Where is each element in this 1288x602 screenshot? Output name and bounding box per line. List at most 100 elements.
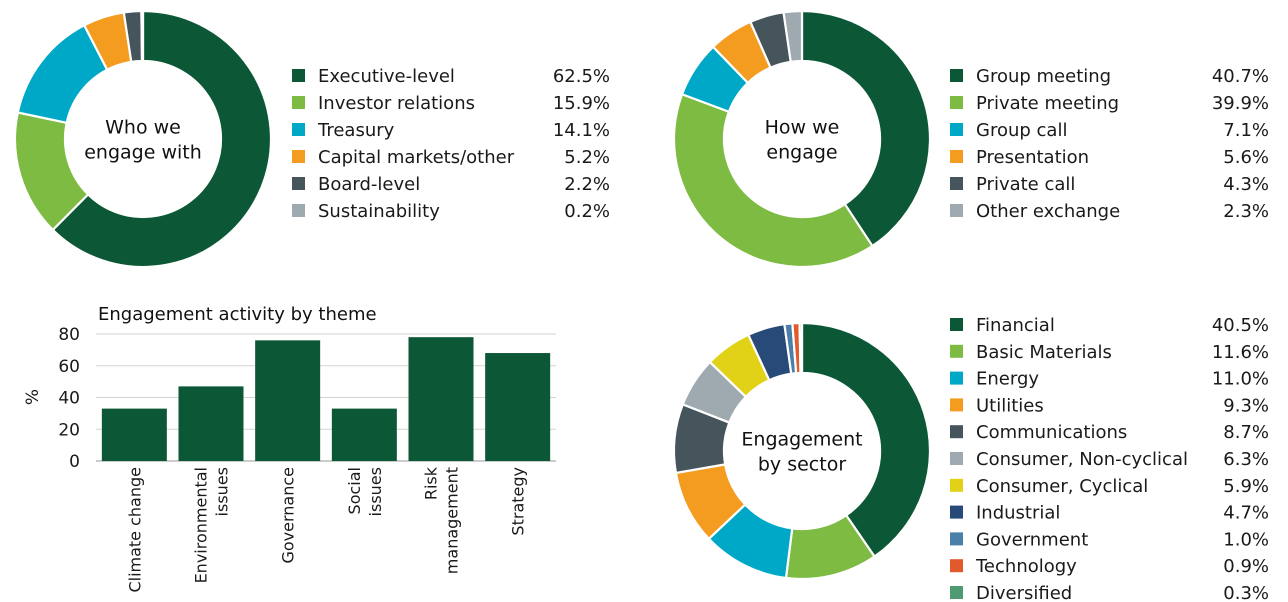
donut-slice-sustainability	[140, 9, 145, 63]
legend-label: Private meeting	[976, 93, 1119, 114]
legend-swatch	[950, 586, 963, 599]
legend-swatch	[950, 532, 963, 546]
legend-label: Government	[976, 529, 1088, 550]
bar-risk-management	[408, 337, 474, 461]
bar-chart-theme: Engagement activity by theme 0 20 40 60 80% Cl…	[23, 304, 556, 593]
legend-label: Capital markets/other	[318, 147, 515, 168]
bar-social-issues	[331, 408, 397, 461]
legend-swatch	[950, 150, 963, 163]
legend-value: 6.3%	[1223, 449, 1269, 470]
legend-value: 11.0%	[1212, 369, 1269, 390]
legend-value: 8.7%	[1223, 422, 1269, 443]
category-label: Strategy	[509, 467, 528, 536]
legend-value: 15.9%	[553, 93, 610, 114]
y-tick-label: 40	[58, 389, 80, 409]
legend-value: 0.2%	[564, 201, 610, 222]
category-label: Risk	[422, 466, 441, 500]
legend-label: Executive-level	[318, 66, 455, 87]
legend-label: Technology	[975, 556, 1077, 577]
legend-value: 62.5%	[553, 66, 610, 87]
legend-swatch	[950, 478, 963, 492]
legend-swatch	[950, 123, 963, 136]
legend-swatch	[950, 69, 963, 82]
y-tick-label: 80	[58, 325, 80, 345]
y-tick-label: 60	[58, 357, 80, 377]
legend-value: 5.6%	[1223, 147, 1269, 168]
legend-label: Presentation	[976, 147, 1089, 168]
legend-value: 2.3%	[1223, 201, 1269, 222]
category-label: Environmental	[192, 467, 211, 583]
legend-value: 9.3%	[1223, 395, 1269, 416]
legend-value: 5.2%	[564, 147, 610, 168]
legend-swatch	[950, 96, 963, 109]
legend-value: 40.5%	[1212, 315, 1269, 336]
legend-swatch	[292, 69, 305, 82]
legend-value: 1.0%	[1223, 529, 1269, 550]
donut-slice-executive-level	[51, 9, 273, 269]
legend-value: 40.7%	[1212, 66, 1269, 87]
donut-chart-1: How we engage Group meeting 40.7% Private me…	[672, 9, 1269, 269]
legend-swatch	[950, 371, 963, 385]
legend-value: 0.3%	[1223, 583, 1269, 602]
legend-swatch	[292, 150, 305, 163]
category-label: Climate change	[125, 467, 144, 593]
bar-environmental-issues	[178, 386, 244, 461]
legend-value: 7.1%	[1223, 120, 1269, 141]
category-label: Social	[345, 467, 364, 514]
legend-label: Utilities	[976, 395, 1044, 416]
donut-slice-group-meeting	[800, 9, 932, 248]
donut-chart-0: Who we engage with Executive-level 62.5% Inv…	[13, 9, 610, 269]
legend-swatch	[950, 425, 963, 439]
donut-slice-diversified	[798, 321, 804, 375]
legend-label: Industrial	[976, 503, 1060, 524]
legend-value: 2.2%	[564, 174, 610, 195]
legend-swatch	[950, 344, 963, 358]
legend-value: 4.7%	[1223, 503, 1269, 524]
y-tick-label: 0	[69, 452, 80, 472]
legend-label: Communications	[976, 422, 1127, 443]
legend-value: 0.9%	[1223, 556, 1269, 577]
legend-swatch	[950, 318, 963, 331]
y-tick-label: 20	[58, 420, 80, 440]
legend-label: Board-level	[318, 174, 420, 195]
legend-label: Consumer, Cyclical	[976, 476, 1148, 497]
legend-swatch	[292, 123, 305, 136]
donut-slice-other-exchange	[782, 9, 804, 64]
legend-label: Energy	[976, 369, 1039, 390]
donut-chart-3: Engagement by sector Financial 40.5% Basic M…	[672, 315, 1269, 602]
legend-value: 39.9%	[1212, 93, 1269, 114]
bar-chart-title: Engagement activity by theme	[98, 304, 377, 325]
donut-center-label: engage with	[84, 142, 202, 164]
category-label: management	[443, 467, 462, 574]
donut-slice-private-meeting	[672, 92, 874, 269]
legend-swatch	[950, 505, 963, 519]
donut-center-label: engage	[766, 142, 837, 164]
legend-swatch	[950, 204, 963, 217]
category-label: Governance	[279, 467, 298, 564]
category-label: issues	[366, 467, 385, 516]
donut-center-label: Who we	[105, 117, 181, 139]
y-axis-label: %	[23, 389, 43, 405]
bar-governance	[255, 340, 321, 461]
legend-label: Financial	[976, 315, 1055, 336]
donut-slice-financial	[800, 321, 932, 559]
legend-swatch	[950, 398, 963, 412]
category-label: issues	[213, 467, 232, 516]
legend-label: Treasury	[317, 120, 395, 141]
donut-center-label: by sector	[758, 454, 846, 476]
legend-swatch	[950, 452, 963, 465]
legend-label: Basic Materials	[976, 342, 1112, 363]
legend-label: Investor relations	[318, 93, 475, 114]
legend-label: Sustainability	[318, 201, 440, 222]
legend-value: 5.9%	[1223, 476, 1269, 497]
legend-label: Group call	[976, 120, 1067, 141]
legend-swatch	[950, 177, 963, 190]
legend-swatch	[292, 204, 305, 217]
bar-climate-change	[101, 408, 167, 461]
legend-value: 14.1%	[553, 120, 610, 141]
legend-label: Private call	[976, 174, 1075, 195]
legend-label: Diversified	[976, 583, 1072, 602]
legend-label: Consumer, Non-cyclical	[976, 449, 1188, 470]
legend-swatch	[292, 96, 305, 109]
